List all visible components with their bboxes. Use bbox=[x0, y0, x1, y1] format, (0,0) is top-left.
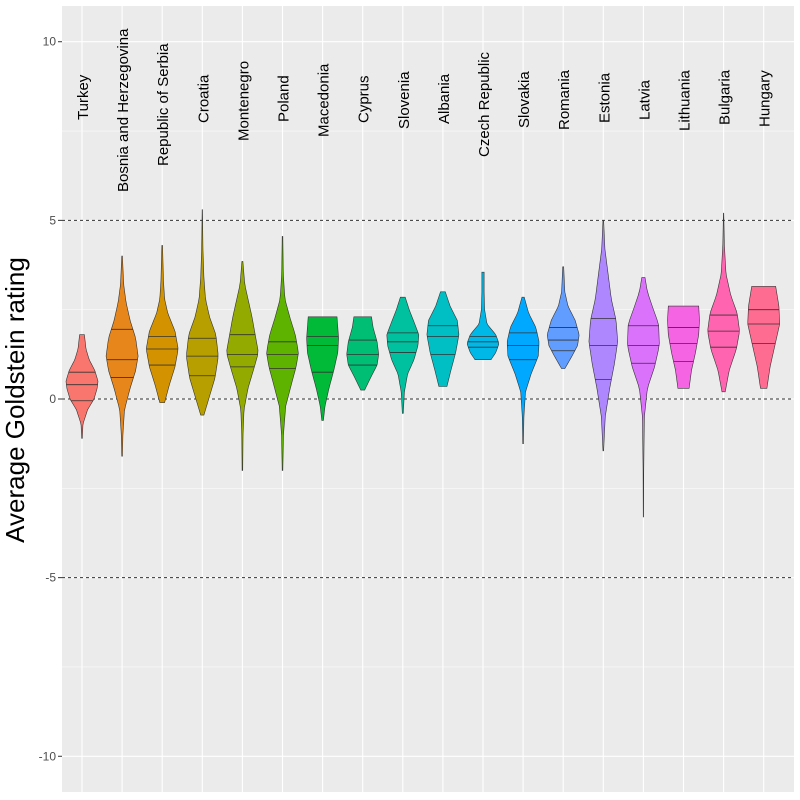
country-label: Montenegro bbox=[235, 61, 252, 141]
violin-shape bbox=[65, 334, 99, 439]
reference-lines bbox=[62, 219, 794, 579]
violin-shape bbox=[266, 236, 299, 471]
y-tick-label: -5 bbox=[45, 571, 56, 585]
country-label-layer: Turkey Bosnia and Herzegovina Republic of … bbox=[75, 28, 774, 192]
country-label: Latvia bbox=[636, 79, 653, 120]
y-tick-label: -10 bbox=[39, 749, 57, 763]
y-tick-label: 0 bbox=[49, 392, 56, 406]
country-label: Hungary bbox=[757, 70, 774, 127]
country-label: Romania bbox=[556, 69, 573, 130]
country-label: Bosnia and Herzegovina bbox=[115, 28, 132, 192]
country-label: Turkey bbox=[75, 74, 92, 120]
y-tick-label: 5 bbox=[49, 213, 56, 227]
violin-shape bbox=[506, 296, 540, 444]
country-label: Slovakia bbox=[516, 71, 533, 128]
violin-shape bbox=[386, 296, 420, 414]
violin-shape bbox=[667, 305, 700, 389]
violin-shape bbox=[105, 255, 139, 457]
violin-shape bbox=[306, 316, 339, 421]
violin-shape bbox=[627, 277, 660, 518]
violin-shape bbox=[588, 220, 618, 452]
country-label: Lithuania bbox=[677, 69, 694, 131]
country-label: Slovenia bbox=[396, 71, 413, 129]
violin-shape bbox=[186, 209, 219, 416]
violin-shape bbox=[226, 261, 259, 471]
violin-shape bbox=[426, 291, 460, 387]
violin-layer bbox=[65, 209, 780, 518]
country-label: Croatia bbox=[195, 74, 212, 123]
country-label: Albania bbox=[436, 73, 453, 124]
country-label: Macedonia bbox=[316, 63, 333, 137]
country-label: Czech Republic bbox=[476, 51, 493, 157]
country-label: Republic of Serbia bbox=[155, 43, 172, 166]
country-label: Bulgaria bbox=[717, 69, 734, 125]
violin-shape bbox=[466, 271, 500, 360]
violin-shape bbox=[547, 266, 580, 369]
country-label: Cyprus bbox=[356, 75, 373, 123]
y-axis-ticks: -10 -5 0 5 10 bbox=[39, 35, 62, 763]
country-label: Poland bbox=[276, 75, 293, 122]
country-label: Estonia bbox=[596, 72, 613, 123]
y-tick-label: 10 bbox=[43, 35, 57, 49]
y-axis-label: Average Goldstein rating bbox=[0, 257, 30, 543]
violin-shape bbox=[747, 286, 780, 389]
